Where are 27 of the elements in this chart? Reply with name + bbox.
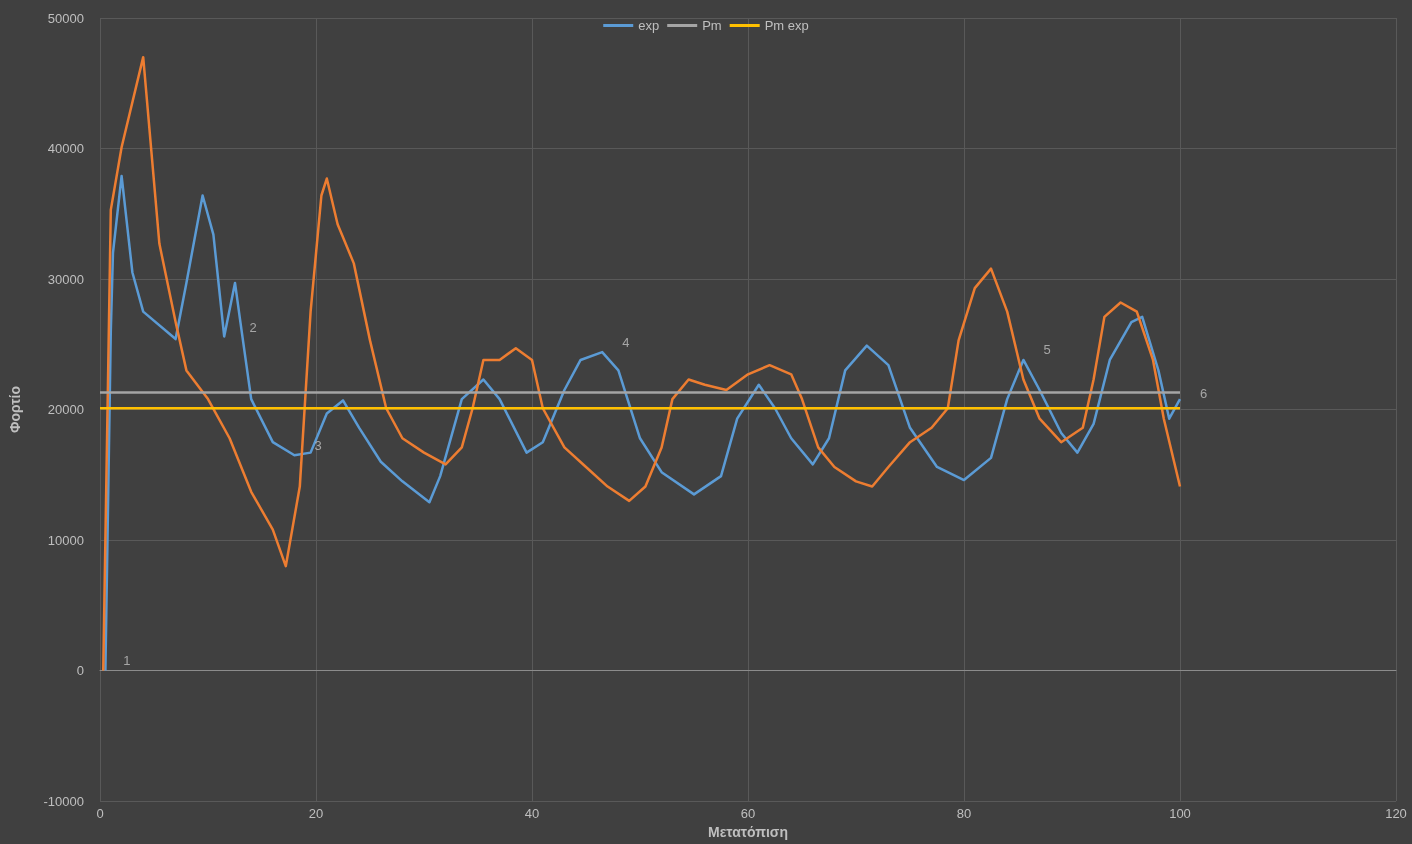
legend-label: exp [638,18,660,33]
y-tick-label: 30000 [47,271,84,287]
x-tick-label: 60 [740,806,756,822]
y-tick-label: -10000 [43,793,84,809]
annotation: 5 [1043,342,1051,358]
annotation: 6 [1200,385,1208,401]
x-tick-label: 120 [1385,806,1407,822]
annotation: 2 [249,320,257,336]
annotation: 3 [314,437,322,453]
y-tick-label: 50000 [47,10,84,26]
legend-label: Pm exp [764,18,809,33]
line-series [101,55,1182,672]
y-tick-label: 10000 [47,532,84,548]
y-tick-label: 40000 [47,141,84,157]
x-tick-label: 40 [524,806,540,822]
legend-label: Pm [702,18,722,33]
x-tick-label: 0 [96,806,104,822]
annotation: 1 [123,653,131,669]
x-tick-label: 20 [308,806,324,822]
y-tick-label: 20000 [47,402,84,418]
annotation: 4 [622,334,630,350]
x-tick-label: 100 [1169,806,1191,822]
line-series [104,174,1182,672]
x-tick-label: 80 [956,806,972,822]
x-axis-title: Μετατόπιση [708,824,788,840]
y-axis-title: Φορτίο [7,386,23,434]
y-tick-label: 0 [76,663,84,679]
